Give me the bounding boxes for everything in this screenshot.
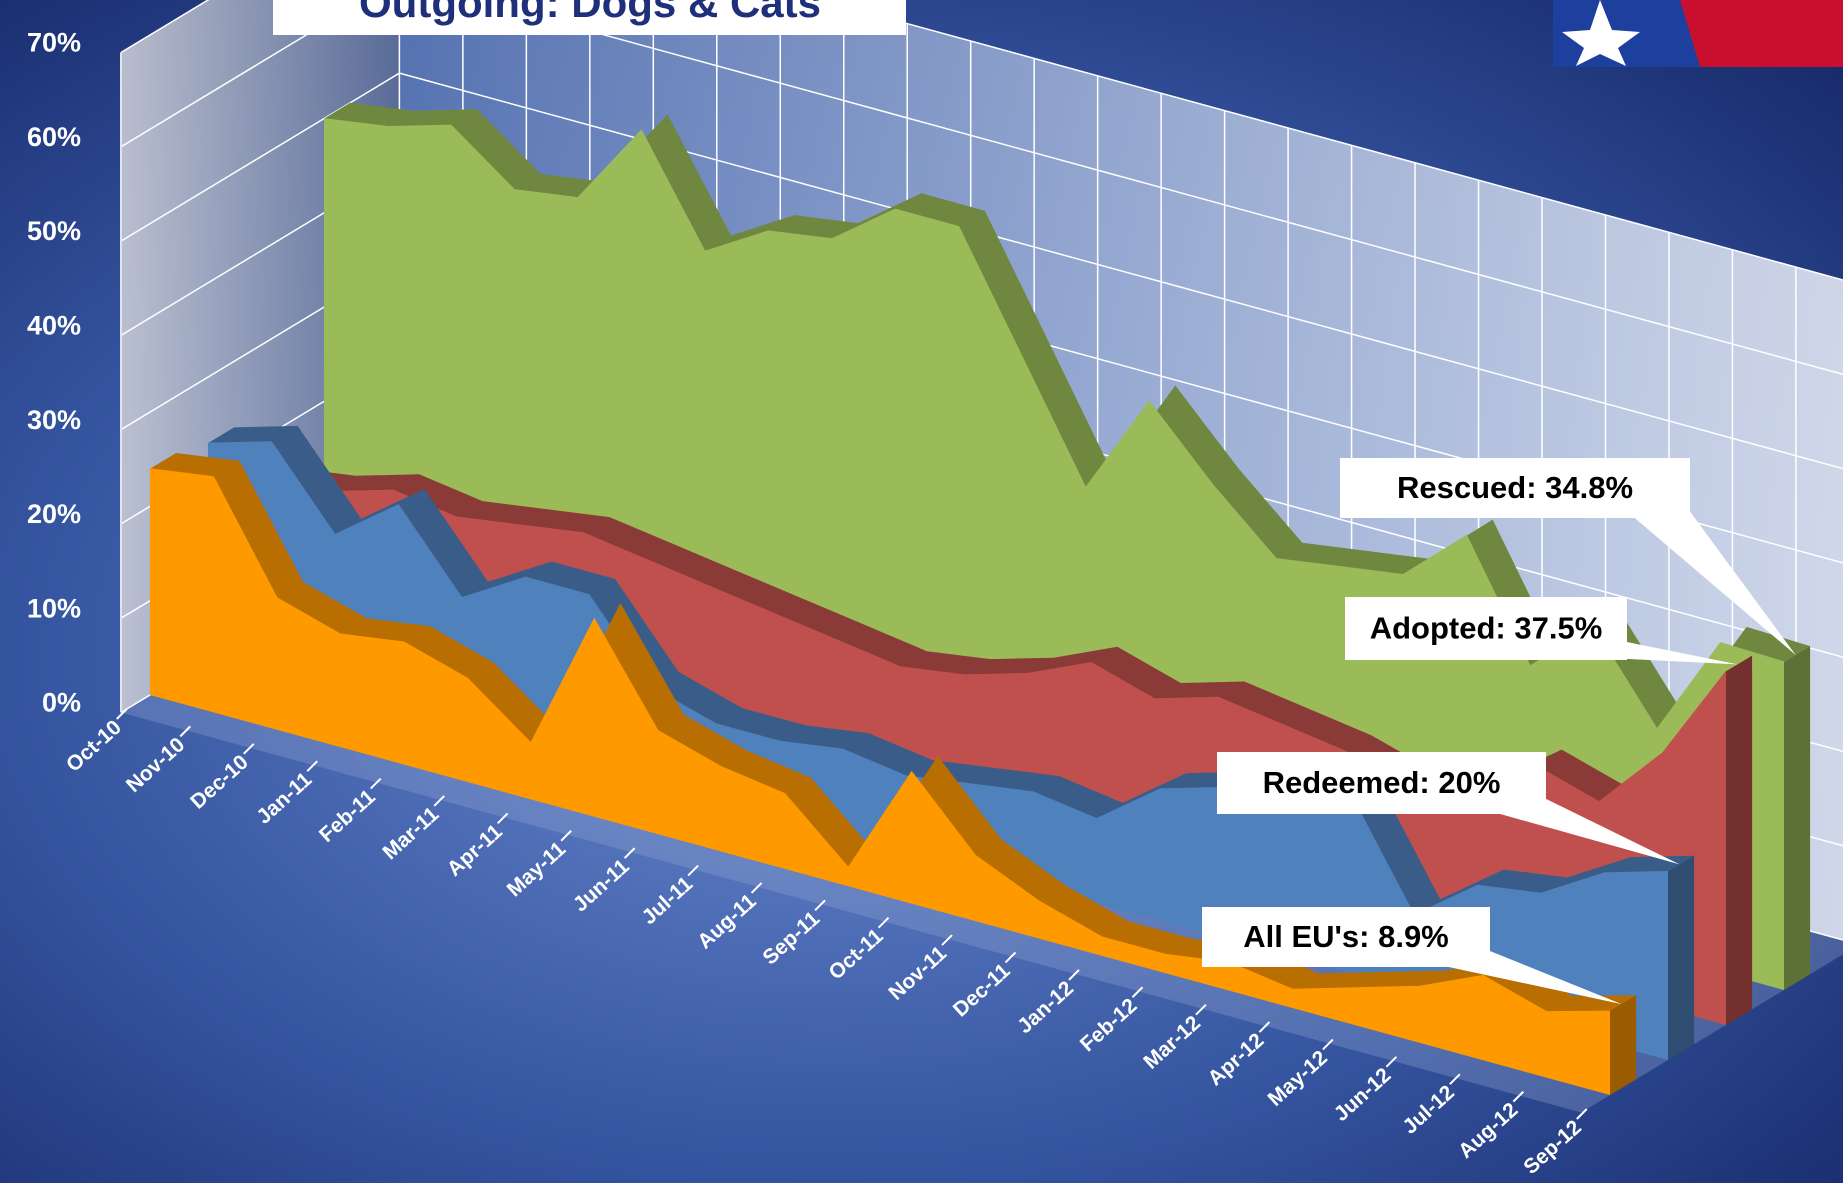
x-tick (1512, 1090, 1525, 1103)
x-tick (1385, 1056, 1398, 1068)
x-tick (306, 760, 318, 772)
x-tick (1131, 986, 1144, 998)
chart-title: Outgoing: Dogs & Cats (359, 0, 821, 26)
y-tick-label: 50% (27, 216, 81, 246)
x-tick (1449, 1073, 1461, 1085)
logo (1553, 0, 1843, 67)
area-end (1610, 995, 1637, 1095)
y-tick-label: 70% (27, 28, 81, 58)
area-side (266, 467, 1753, 802)
x-tick (877, 916, 890, 929)
x-tick (496, 812, 509, 825)
x-tick (243, 743, 255, 755)
x-tick (814, 899, 826, 912)
area-fill (208, 441, 1668, 1060)
callout-label: Rescued: 34.8% (1397, 470, 1633, 505)
y-tick-label: 60% (27, 122, 81, 152)
x-tick (1068, 969, 1080, 981)
callout-pointer (1630, 498, 1796, 655)
grid-line (120, 0, 1843, 376)
y-tick-label: 20% (27, 499, 81, 529)
x-tick (623, 847, 636, 859)
x-tick (370, 777, 382, 790)
x-tick (1576, 1108, 1588, 1120)
area-end (1668, 855, 1695, 1060)
area-end (1784, 646, 1811, 990)
y-tick-label: 0% (42, 688, 81, 718)
grid-line (120, 72, 1843, 470)
callout-box (1217, 752, 1546, 814)
callout-box (1340, 458, 1690, 518)
y-tick-label: 30% (27, 405, 81, 435)
x-tick (116, 708, 128, 720)
callout-box (1345, 597, 1627, 660)
callout-label: Redeemed: 20% (1263, 765, 1501, 800)
callout-label: All EU's: 8.9% (1243, 919, 1449, 954)
x-tick (687, 864, 699, 877)
x-tick (1322, 1038, 1334, 1051)
area-fill (150, 468, 1610, 1095)
area-end (1726, 655, 1753, 1025)
y-tick-label: 10% (27, 593, 81, 623)
grid-line (120, 0, 1843, 281)
title-box (273, 0, 906, 35)
area-line (149, 468, 1611, 1013)
callout-label: Adopted: 37.5% (1370, 611, 1603, 646)
x-tick (433, 795, 445, 807)
x-tick (179, 725, 191, 738)
x-tick (941, 934, 953, 946)
x-tick (560, 830, 572, 842)
x-tick (1258, 1021, 1271, 1033)
x-tick (1004, 951, 1017, 964)
x-tick (1195, 1003, 1207, 1016)
x-tick (750, 882, 763, 894)
callout-box (1202, 907, 1490, 967)
area-side (324, 102, 1811, 729)
y-tick-label: 40% (27, 310, 81, 340)
